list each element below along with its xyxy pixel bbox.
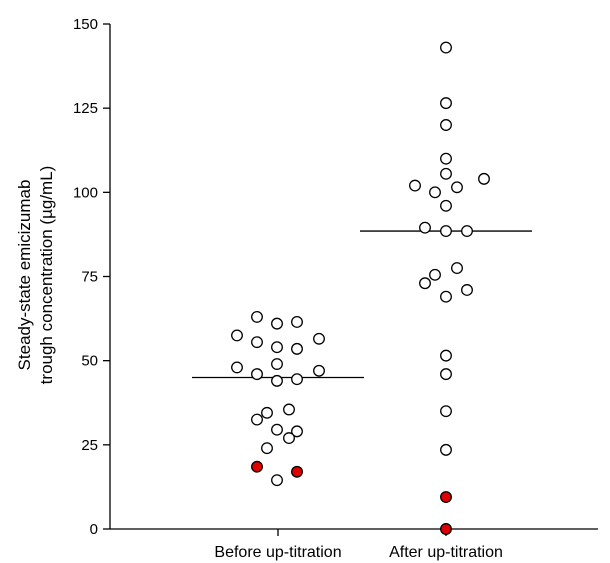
y-tick-label: 75 bbox=[81, 269, 98, 286]
x-tick-label: Before up-titration bbox=[214, 544, 341, 561]
data-point bbox=[419, 221, 431, 234]
data-point bbox=[313, 364, 325, 377]
data-point bbox=[440, 290, 452, 303]
data-point bbox=[271, 474, 283, 487]
data-point bbox=[440, 349, 452, 362]
data-point bbox=[409, 179, 421, 192]
y-axis-title-line-1: Steady-state emicizumab bbox=[15, 180, 34, 371]
data-point bbox=[283, 432, 295, 445]
y-tick-label: 0 bbox=[90, 521, 98, 538]
data-point bbox=[261, 442, 273, 455]
data-point bbox=[478, 172, 490, 185]
y-tick-label: 125 bbox=[73, 100, 98, 117]
data-point bbox=[440, 368, 452, 381]
data-point bbox=[461, 225, 473, 238]
data-point bbox=[271, 358, 283, 370]
data-point bbox=[429, 186, 441, 199]
data-point bbox=[251, 336, 263, 349]
y-tick-label: 50 bbox=[81, 353, 98, 370]
data-point-highlight bbox=[440, 491, 452, 503]
data-point bbox=[313, 332, 325, 345]
data-point bbox=[461, 284, 473, 296]
data-point bbox=[271, 374, 283, 387]
data-point-highlight bbox=[291, 465, 303, 478]
x-tick-label: After up-titration bbox=[389, 544, 503, 561]
data-points bbox=[231, 41, 490, 535]
data-point bbox=[271, 341, 283, 354]
y-tick-label: 150 bbox=[73, 16, 98, 33]
y-tick-label: 100 bbox=[73, 184, 98, 201]
data-point bbox=[291, 342, 303, 355]
data-point bbox=[440, 41, 452, 54]
y-axis-title-line-2: trough concentration (µg/mL) bbox=[37, 166, 56, 385]
data-point bbox=[291, 316, 303, 328]
data-point bbox=[283, 403, 295, 416]
data-point bbox=[429, 268, 441, 281]
data-point bbox=[440, 97, 452, 110]
data-point bbox=[231, 329, 243, 342]
data-point bbox=[419, 277, 431, 290]
data-point bbox=[231, 361, 243, 374]
data-point bbox=[291, 425, 303, 438]
data-point bbox=[271, 317, 283, 330]
data-point bbox=[440, 225, 452, 238]
data-point bbox=[451, 262, 463, 275]
data-point bbox=[291, 373, 303, 386]
data-point bbox=[261, 406, 273, 419]
median-lines bbox=[192, 230, 532, 379]
data-point-highlight bbox=[440, 523, 452, 535]
y-axis-title: Steady-state emicizumab trough concentra… bbox=[15, 166, 56, 385]
data-point bbox=[251, 310, 263, 323]
data-point bbox=[451, 181, 463, 194]
data-point bbox=[440, 152, 452, 165]
data-point bbox=[251, 368, 263, 381]
data-point bbox=[251, 413, 263, 426]
data-point bbox=[440, 199, 452, 212]
data-point bbox=[440, 405, 452, 418]
axes: 0 25 50 75 100 125 150 Before up-titration After… bbox=[73, 16, 598, 561]
data-point bbox=[440, 167, 452, 180]
data-point-highlight bbox=[251, 460, 263, 473]
data-point bbox=[271, 423, 283, 436]
data-point bbox=[440, 443, 452, 456]
y-tick-label: 25 bbox=[81, 437, 98, 454]
data-point bbox=[440, 119, 452, 131]
